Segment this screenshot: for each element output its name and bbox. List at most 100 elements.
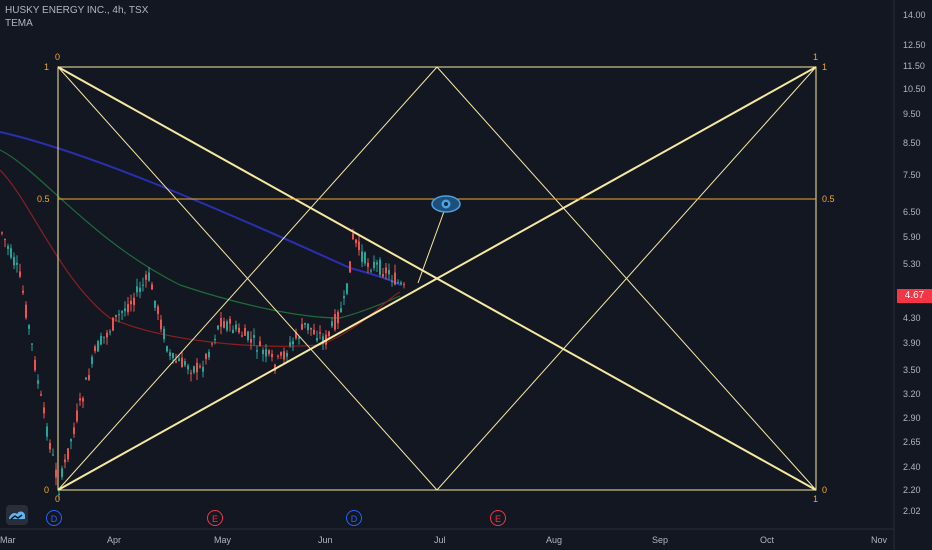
candle-body (85, 377, 87, 380)
price-tick-label: 2.90 (903, 413, 921, 423)
candle-body (151, 284, 153, 290)
candle-body (124, 308, 126, 312)
time-axis[interactable]: Mar Apr May Jun Jul Aug Sep Oct Nov (0, 535, 888, 545)
candle-body (388, 270, 390, 275)
candle-body (52, 454, 54, 456)
eye-icon[interactable] (431, 195, 461, 213)
price-axis[interactable]: 14.00 12.50 11.50 10.50 9.50 8.50 7.50 6.50 5.90… (903, 10, 926, 516)
candle-body (268, 350, 270, 354)
tradingview-logo-icon[interactable] (6, 505, 28, 525)
candle-body (361, 251, 363, 262)
candle-body (391, 280, 393, 282)
candle-body (67, 448, 69, 460)
price-tick-label: 7.50 (903, 170, 921, 180)
candle-body (232, 329, 234, 334)
candle-body (211, 343, 213, 345)
event-earnings-2[interactable]: E (490, 510, 506, 526)
candle-body (373, 261, 375, 268)
candle-body (271, 353, 273, 358)
candle-body (10, 248, 12, 258)
symbol-title: HUSKY ENERGY INC., 4h, TSX (5, 5, 149, 16)
candle-body (13, 257, 15, 266)
candle-body (385, 267, 387, 274)
gann-fan-4 (436, 66, 817, 491)
candle-body (73, 427, 75, 434)
event-dividend-1[interactable]: D (46, 510, 62, 526)
price-tick-label: 2.20 (903, 485, 921, 495)
candle-body (202, 366, 204, 372)
ma-green-line (0, 149, 401, 319)
candle-body (400, 282, 402, 285)
candle-body (289, 342, 291, 346)
event-earnings-1[interactable]: E (207, 510, 223, 526)
candle-body (43, 407, 45, 414)
candle-body (229, 318, 231, 324)
indicator-label[interactable]: TEMA (5, 18, 33, 29)
candle-body (178, 358, 180, 362)
candle-body (256, 350, 258, 352)
candle-body (112, 317, 114, 331)
candle-body (28, 325, 30, 329)
candle-body (187, 365, 189, 370)
price-tick-label: 3.90 (903, 338, 921, 348)
candle-body (157, 306, 159, 315)
candle-body (1, 232, 3, 234)
candle-body (220, 318, 222, 327)
candle-body (322, 336, 324, 344)
candle-body (190, 372, 192, 374)
ma-blue-line (0, 131, 401, 286)
candle-body (25, 304, 27, 318)
time-tick-label: May (214, 535, 232, 545)
candle-body (250, 338, 252, 343)
gann-fan-3 (57, 66, 438, 491)
candle-body (205, 353, 207, 359)
candle-body (301, 323, 303, 330)
candle-body (217, 325, 219, 330)
candle-body (262, 349, 264, 355)
gann-label-top-left: 0 (55, 52, 60, 62)
candle-body (145, 274, 147, 280)
gann-label-half-right: 0.5 (822, 194, 835, 204)
candle-body (328, 331, 330, 337)
time-tick-label: Jun (318, 535, 333, 545)
candle-body (355, 239, 357, 244)
price-tick-label: 2.02 (903, 506, 921, 516)
gann-label-bottom-right-sub: 1 (813, 494, 818, 504)
event-dividend-2[interactable]: D (346, 510, 362, 526)
candle-body (358, 241, 360, 251)
candle-body (310, 327, 312, 330)
candle-body (349, 261, 351, 273)
candle-body (37, 380, 39, 384)
candle-body (58, 493, 60, 495)
gann-label-right-one: 1 (822, 62, 827, 72)
candle-body (163, 328, 165, 340)
gann-box[interactable] (57, 66, 817, 491)
candle-body (343, 296, 345, 299)
candle-body (241, 335, 243, 337)
candle-body (382, 274, 384, 277)
gann-label-bottom-right: 0 (822, 485, 827, 495)
candle-body (208, 351, 210, 358)
candle-body (334, 314, 336, 330)
candle-body (319, 332, 321, 334)
time-tick-label: Mar (0, 535, 16, 545)
candle-body (154, 300, 156, 308)
candle-body (133, 297, 135, 305)
price-tick-label: 8.50 (903, 138, 921, 148)
candle-body (298, 337, 300, 339)
candle-body (367, 262, 369, 267)
gann-label-bottom-left-sub: 0 (55, 494, 60, 504)
ma-red-line (0, 169, 401, 347)
candle-body (199, 366, 201, 368)
price-tick-label: 9.50 (903, 109, 921, 119)
gann-diagonal-up (57, 66, 817, 491)
candle-body (130, 300, 132, 305)
candle-body (4, 239, 6, 241)
candle-body (103, 336, 105, 338)
candle-body (136, 286, 138, 293)
candle-body (139, 287, 141, 292)
candle-body (148, 272, 150, 281)
candle-body (403, 284, 405, 286)
candle-body (142, 284, 144, 286)
